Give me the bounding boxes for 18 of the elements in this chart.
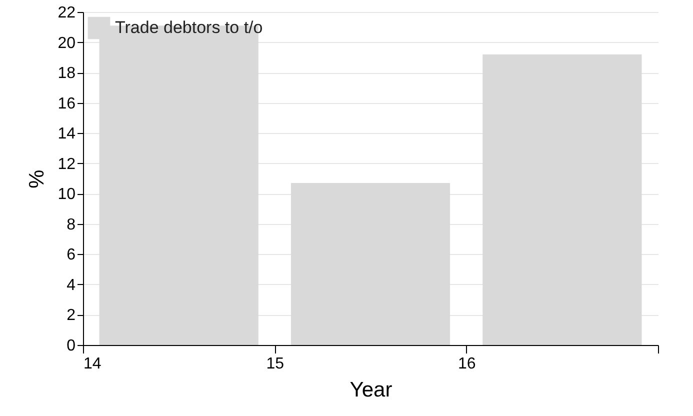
- x-tick-label: 15: [266, 356, 284, 372]
- y-tick-label: 6: [66, 246, 76, 264]
- y-tick-label: 18: [58, 65, 76, 82]
- x-axis-title: Year: [350, 378, 392, 402]
- y-tick-label: 14: [58, 126, 76, 143]
- y-tick-label: 20: [58, 34, 76, 52]
- y-tick-label: 8: [66, 216, 76, 234]
- y-tick-label: 10: [58, 186, 76, 204]
- y-tick-label: 0: [66, 338, 76, 354]
- y-tick-label: 12: [58, 156, 76, 173]
- legend-label: Trade debtors to t/o: [115, 18, 263, 37]
- y-tick-label: 16: [58, 95, 76, 112]
- x-tick-label: 14: [84, 356, 102, 372]
- y-tick-label: 22: [58, 4, 76, 22]
- y-tick-label: 2: [66, 307, 76, 324]
- x-tick-label: 16: [458, 356, 476, 372]
- y-axis-title: %: [26, 170, 49, 188]
- y-tick-label: 4: [66, 276, 76, 294]
